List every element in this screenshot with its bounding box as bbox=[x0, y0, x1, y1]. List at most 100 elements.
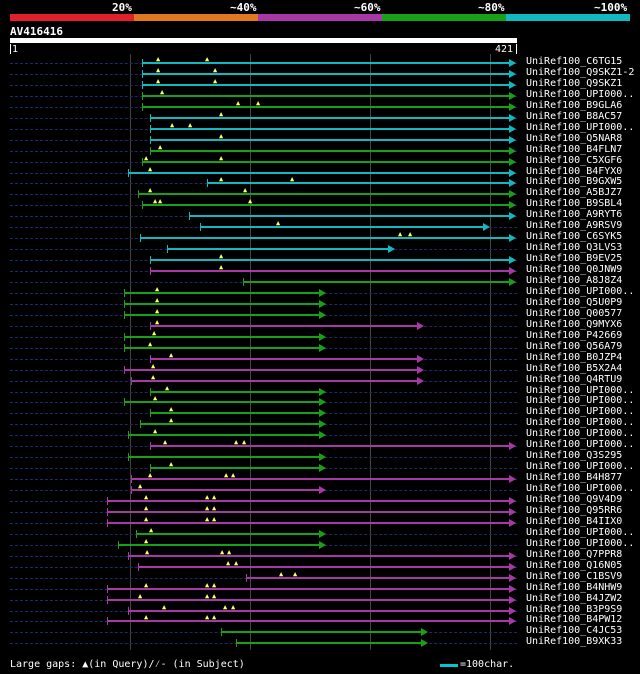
hit-label[interactable]: UniRef100_B4IIX0 bbox=[526, 515, 623, 527]
hit-label[interactable]: UniRef100_Q0JNW9 bbox=[526, 264, 623, 276]
hit-row[interactable]: ▲ ▲ UniRef100_Q9SKZ1-2 bbox=[0, 66, 640, 80]
hit-alignment-bar[interactable] bbox=[107, 521, 510, 524]
hit-row[interactable]: ▲ ▲ UniRef100_B9GXW5 bbox=[0, 175, 640, 189]
hit-row[interactable]: ▲ ▲ UniRef100_Q9SKZ1 bbox=[0, 77, 640, 91]
hit-label[interactable]: UniRef100_B8AC57 bbox=[526, 110, 623, 122]
hit-alignment-bar[interactable] bbox=[128, 434, 320, 437]
hit-row[interactable]: ▲ UniRef100_P42669 bbox=[0, 329, 640, 343]
hit-row[interactable]: ▲ UniRef100_Q9MYX6 bbox=[0, 318, 640, 332]
hit-alignment-bar[interactable] bbox=[118, 543, 320, 546]
hit-label[interactable]: UniRef100_B3P9S9 bbox=[526, 603, 623, 615]
hit-alignment-bar[interactable] bbox=[142, 83, 510, 86]
hit-label[interactable]: UniRef100_UPI000.. bbox=[526, 406, 635, 418]
hit-alignment-bar[interactable] bbox=[150, 259, 510, 262]
hit-row[interactable]: ▲ ▲ ▲ UniRef100_B9SBL4 bbox=[0, 197, 640, 211]
hit-row[interactable]: ▲ ▲ ▲ UniRef100_B4JZW2 bbox=[0, 592, 640, 606]
hit-alignment-bar[interactable] bbox=[150, 467, 320, 470]
hit-alignment-bar[interactable] bbox=[243, 281, 510, 283]
hit-label[interactable]: UniRef100_B4FYX0 bbox=[526, 165, 623, 177]
hit-label[interactable]: UniRef100_Q9SKZ1-2 bbox=[526, 66, 635, 78]
hit-row[interactable]: UniRef100_B9XK33 bbox=[0, 636, 640, 649]
hit-alignment-bar[interactable] bbox=[131, 489, 320, 492]
hit-label[interactable]: UniRef100_Q9MYX6 bbox=[526, 318, 623, 330]
hit-label[interactable]: UniRef100_Q9SKZ1 bbox=[526, 77, 623, 89]
hit-label[interactable]: UniRef100_B5X2A4 bbox=[526, 362, 623, 374]
hit-label[interactable]: UniRef100_B0JZP4 bbox=[526, 351, 623, 363]
hit-alignment-bar[interactable] bbox=[128, 554, 510, 557]
hit-row[interactable]: ▲ UniRef100_Q56A79 bbox=[0, 340, 640, 354]
hit-label[interactable]: UniRef100_UPI000.. bbox=[526, 483, 635, 495]
hit-alignment-bar[interactable] bbox=[150, 116, 510, 119]
hit-label[interactable]: UniRef100_Q7PPR8 bbox=[526, 548, 623, 560]
hit-label[interactable]: UniRef100_Q5U0P9 bbox=[526, 296, 623, 308]
hit-alignment-bar[interactable] bbox=[140, 423, 320, 426]
hit-alignment-bar[interactable] bbox=[107, 500, 510, 502]
hit-label[interactable]: UniRef100_A9RSV9 bbox=[526, 220, 623, 232]
hit-row[interactable]: ▲ UniRef100_UPI000.. bbox=[0, 285, 640, 299]
hit-row[interactable]: ▲ UniRef100_UPI000.. bbox=[0, 482, 640, 496]
hit-label[interactable]: UniRef100_Q5NAR8 bbox=[526, 132, 623, 144]
hit-label[interactable]: UniRef100_C6TG15 bbox=[526, 56, 623, 67]
hit-row[interactable]: ▲ UniRef100_B4FLN7 bbox=[0, 143, 640, 157]
hit-alignment-bar[interactable] bbox=[221, 631, 422, 634]
hit-label[interactable]: UniRef100_P42669 bbox=[526, 329, 623, 341]
hit-label[interactable]: UniRef100_UPI000.. bbox=[526, 428, 635, 440]
hit-label[interactable]: UniRef100_Q3LVS3 bbox=[526, 242, 623, 254]
hit-label[interactable]: UniRef100_B4NHW9 bbox=[526, 581, 623, 593]
hit-label[interactable]: UniRef100_Q16N05 bbox=[526, 559, 623, 571]
hit-row[interactable]: ▲ UniRef100_B4FYX0 bbox=[0, 165, 640, 179]
hit-row[interactable]: ▲ ▲ ▲ UniRef100_B4H877 bbox=[0, 471, 640, 485]
hit-label[interactable]: UniRef100_Q95RR6 bbox=[526, 504, 623, 516]
hit-alignment-bar[interactable] bbox=[124, 313, 320, 316]
hit-label[interactable]: UniRef100_B4FLN7 bbox=[526, 143, 623, 155]
hit-label[interactable]: UniRef100_C5XGF6 bbox=[526, 154, 623, 166]
hit-alignment-bar[interactable] bbox=[128, 456, 320, 459]
hit-row[interactable]: ▲ ▲ ▲ UniRef100_Q9V4D9 bbox=[0, 493, 640, 507]
hit-alignment-bar[interactable] bbox=[246, 576, 510, 579]
hit-alignment-bar[interactable] bbox=[236, 642, 422, 645]
hit-row[interactable]: ▲ ▲ ▲ UniRef100_B4IIX0 bbox=[0, 515, 640, 529]
hit-label[interactable]: UniRef100_UPI000.. bbox=[526, 121, 635, 133]
hit-alignment-bar[interactable] bbox=[124, 291, 320, 294]
hit-alignment-bar[interactable] bbox=[128, 171, 510, 174]
hit-alignment-bar[interactable] bbox=[150, 412, 320, 415]
hit-alignment-bar[interactable] bbox=[107, 620, 510, 623]
hit-alignment-bar[interactable] bbox=[128, 609, 510, 612]
hit-label[interactable]: UniRef100_UPI000.. bbox=[526, 417, 635, 429]
hit-alignment-bar[interactable] bbox=[200, 226, 484, 229]
hit-row[interactable]: ▲ UniRef100_UPI000.. bbox=[0, 537, 640, 551]
hit-alignment-bar[interactable] bbox=[131, 379, 418, 382]
hit-alignment-bar[interactable] bbox=[107, 598, 510, 601]
hit-label[interactable]: UniRef100_Q9V4D9 bbox=[526, 494, 623, 505]
hit-alignment-bar[interactable] bbox=[150, 445, 510, 448]
hit-label[interactable]: UniRef100_UPI000.. bbox=[526, 88, 635, 100]
hit-alignment-bar[interactable] bbox=[189, 215, 510, 218]
hit-alignment-bar[interactable] bbox=[142, 204, 510, 207]
hit-row[interactable]: ▲ UniRef100_Q5NAR8 bbox=[0, 132, 640, 146]
hit-row[interactable]: ▲ UniRef100_Q00577 bbox=[0, 307, 640, 321]
hit-label[interactable]: UniRef100_UPI000.. bbox=[526, 439, 635, 451]
hit-label[interactable]: UniRef100_Q4RTU9 bbox=[526, 373, 623, 385]
hit-row[interactable]: ▲ ▲ ▲ UniRef100_Q7PPR8 bbox=[0, 548, 640, 562]
hit-row[interactable]: ▲ UniRef100_B5X2A4 bbox=[0, 362, 640, 376]
hit-label[interactable]: UniRef100_B4PW12 bbox=[526, 614, 623, 626]
hit-row[interactable]: ▲ UniRef100_B8AC57 bbox=[0, 110, 640, 124]
hit-label[interactable]: UniRef100_A8J8Z4 bbox=[526, 275, 623, 286]
hit-row[interactable]: ▲ UniRef100_UPI000.. bbox=[0, 526, 640, 540]
hit-alignment-bar[interactable] bbox=[124, 368, 418, 371]
hit-row[interactable]: ▲ ▲ ▲ UniRef100_B4PW12 bbox=[0, 613, 640, 627]
hit-label[interactable]: UniRef100_UPI000.. bbox=[526, 384, 635, 396]
hit-label[interactable]: UniRef100_C1BSV9 bbox=[526, 570, 623, 582]
hit-label[interactable]: UniRef100_B9EV25 bbox=[526, 253, 623, 265]
hit-label[interactable]: UniRef100_A5BJZ7 bbox=[526, 187, 623, 199]
hit-alignment-bar[interactable] bbox=[150, 390, 320, 393]
hit-alignment-bar[interactable] bbox=[142, 72, 510, 75]
hit-label[interactable]: UniRef100_UPI000.. bbox=[526, 395, 635, 407]
hit-alignment-bar[interactable] bbox=[142, 62, 510, 64]
hit-label[interactable]: UniRef100_B9GLA6 bbox=[526, 99, 623, 111]
hit-label[interactable]: UniRef100_UPI000.. bbox=[526, 526, 635, 538]
hit-alignment-bar[interactable] bbox=[150, 149, 510, 152]
hit-alignment-bar[interactable] bbox=[167, 248, 389, 251]
hit-alignment-bar[interactable] bbox=[150, 324, 418, 327]
hit-alignment-bar[interactable] bbox=[150, 270, 510, 273]
